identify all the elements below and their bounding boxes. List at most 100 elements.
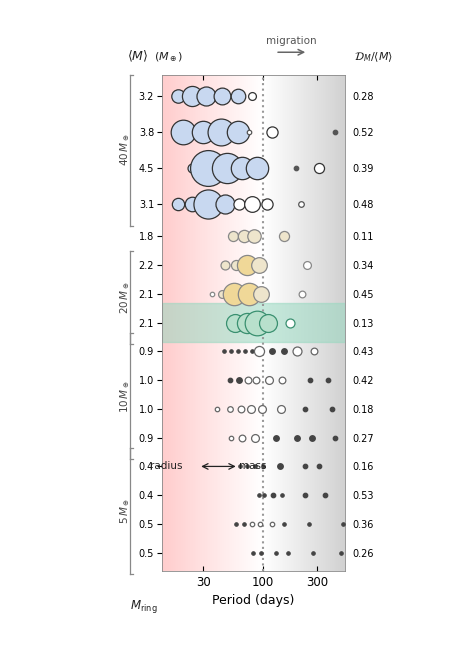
Point bbox=[238, 163, 246, 173]
Bar bbox=[222, 74, 223, 570]
Point bbox=[301, 490, 309, 501]
Bar bbox=[198, 74, 199, 570]
Point bbox=[204, 163, 212, 173]
Bar bbox=[300, 74, 301, 570]
Bar bbox=[258, 74, 259, 570]
Bar bbox=[337, 74, 338, 570]
Bar bbox=[162, 303, 345, 343]
Bar bbox=[303, 74, 304, 570]
Point bbox=[228, 346, 235, 357]
Bar bbox=[166, 74, 167, 570]
Bar bbox=[286, 74, 287, 570]
Point bbox=[268, 346, 276, 357]
Bar bbox=[172, 74, 173, 570]
Bar bbox=[315, 74, 316, 570]
Bar bbox=[342, 74, 343, 570]
Bar bbox=[248, 74, 249, 570]
Point bbox=[217, 127, 225, 137]
Bar bbox=[333, 74, 334, 570]
Bar bbox=[231, 74, 232, 570]
Point bbox=[276, 461, 283, 471]
Bar bbox=[168, 74, 169, 570]
Point bbox=[268, 127, 276, 137]
Bar bbox=[212, 74, 213, 570]
Bar bbox=[227, 74, 228, 570]
Bar bbox=[167, 74, 168, 570]
Bar bbox=[328, 74, 329, 570]
Bar bbox=[203, 74, 204, 570]
Bar bbox=[189, 74, 190, 570]
Bar bbox=[311, 74, 312, 570]
Bar bbox=[318, 74, 319, 570]
Point bbox=[292, 163, 300, 173]
Point bbox=[246, 127, 253, 137]
Bar bbox=[194, 74, 195, 570]
Bar bbox=[230, 74, 231, 570]
Point bbox=[200, 127, 207, 137]
Bar bbox=[268, 74, 269, 570]
Point bbox=[308, 432, 316, 443]
Point bbox=[255, 346, 263, 357]
Bar bbox=[323, 74, 324, 570]
Point bbox=[301, 461, 309, 471]
Bar bbox=[192, 74, 193, 570]
Bar bbox=[284, 74, 285, 570]
Point bbox=[229, 231, 237, 242]
Bar bbox=[277, 74, 278, 570]
Point bbox=[305, 519, 312, 529]
Bar bbox=[276, 74, 277, 570]
Bar bbox=[271, 74, 272, 570]
Bar bbox=[330, 74, 331, 570]
Bar bbox=[162, 74, 163, 570]
Bar bbox=[170, 74, 171, 570]
Point bbox=[280, 519, 287, 529]
Bar bbox=[341, 74, 342, 570]
Point bbox=[310, 346, 318, 357]
Point bbox=[269, 490, 276, 501]
Point bbox=[244, 375, 252, 386]
Bar bbox=[252, 74, 253, 570]
Point bbox=[331, 127, 339, 137]
Point bbox=[255, 260, 263, 270]
Bar bbox=[331, 74, 332, 570]
Point bbox=[214, 404, 221, 414]
Point bbox=[331, 432, 338, 443]
Point bbox=[241, 346, 249, 357]
Bar bbox=[242, 74, 243, 570]
Point bbox=[257, 289, 264, 299]
Point bbox=[321, 490, 329, 501]
Point bbox=[293, 346, 301, 357]
Bar bbox=[294, 74, 295, 570]
Point bbox=[264, 317, 272, 328]
Bar bbox=[206, 74, 207, 570]
Bar bbox=[274, 74, 275, 570]
Bar bbox=[291, 74, 292, 570]
Bar bbox=[205, 74, 206, 570]
Bar bbox=[200, 74, 201, 570]
Bar bbox=[217, 74, 218, 570]
Point bbox=[250, 231, 258, 242]
Bar bbox=[236, 74, 237, 570]
Point bbox=[223, 163, 230, 173]
Point bbox=[279, 490, 286, 501]
Point bbox=[179, 127, 187, 137]
Bar bbox=[285, 74, 286, 570]
Bar bbox=[297, 74, 298, 570]
Bar bbox=[308, 74, 309, 570]
Bar bbox=[247, 74, 248, 570]
Bar bbox=[220, 74, 221, 570]
Bar bbox=[267, 74, 268, 570]
Bar bbox=[250, 74, 251, 570]
Bar bbox=[178, 74, 179, 570]
Point bbox=[235, 346, 242, 357]
Point bbox=[251, 461, 259, 471]
Text: mass: mass bbox=[239, 461, 267, 471]
Bar bbox=[314, 74, 315, 570]
Bar bbox=[288, 74, 289, 570]
Bar bbox=[199, 74, 200, 570]
Bar bbox=[335, 74, 336, 570]
Point bbox=[236, 199, 243, 209]
Bar bbox=[218, 74, 219, 570]
Bar bbox=[188, 74, 189, 570]
Bar bbox=[180, 74, 181, 570]
